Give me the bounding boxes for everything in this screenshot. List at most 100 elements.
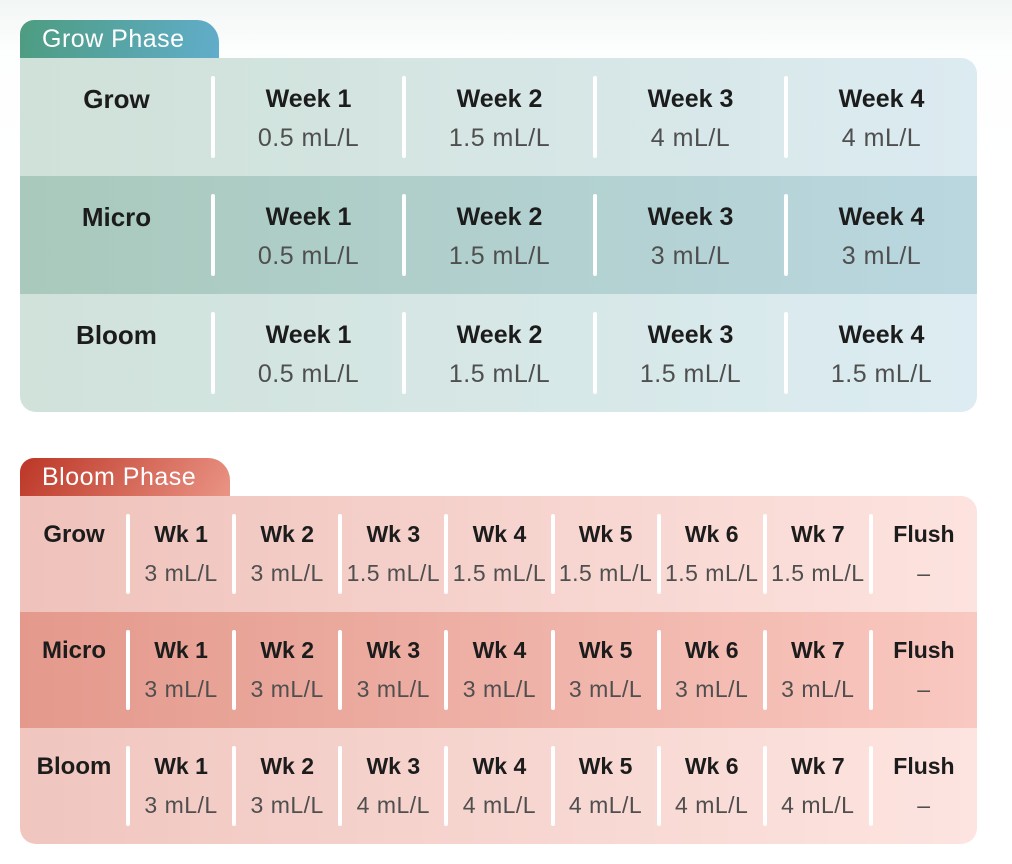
cell-dose-value: 3 mL/L	[841, 242, 922, 270]
row-label-cell: Grow	[20, 496, 128, 612]
table-cell: Wk 7 1.5 mL/L	[762, 496, 871, 612]
table-cell: Week 4 3 mL/L	[784, 176, 977, 294]
table-cell: Wk 7 4 mL/L	[762, 728, 871, 844]
table-cell: Week 1 0.5 mL/L	[211, 294, 404, 412]
cell-week-header: Wk 5	[578, 637, 633, 663]
cell-dose-value: 0.5 mL/L	[257, 242, 360, 270]
cell-dose-value: 1.5 mL/L	[830, 360, 933, 388]
cell-week-header: Wk 3	[366, 521, 421, 547]
cell-dose-value: 4 mL/L	[356, 792, 430, 818]
cell-week-header: Wk 4	[472, 753, 527, 779]
cell-dose-value: 3 mL/L	[250, 560, 324, 586]
cell-dose-value: 3 mL/L	[568, 676, 643, 702]
cell-dose-value: 1.5 mL/L	[771, 560, 865, 586]
table-cell: Wk 2 3 mL/L	[232, 496, 340, 612]
cell-dose-value: 3 mL/L	[675, 676, 749, 702]
table-cell: Wk 3 4 mL/L	[338, 728, 446, 844]
table-cell: Week 4 4 mL/L	[784, 58, 977, 176]
table-cell: Wk 2 3 mL/L	[232, 728, 340, 844]
cell-dose-value: 3 mL/L	[250, 676, 324, 702]
table-cell: Wk 1 3 mL/L	[125, 496, 234, 612]
row-label: Grow	[43, 521, 105, 548]
table-cell: Week 2 1.5 mL/L	[402, 294, 595, 412]
cell-week-header: Week 3	[647, 321, 734, 349]
cell-dose-value: 0.5 mL/L	[257, 124, 360, 152]
row-label-cell: Grow	[20, 58, 213, 176]
cell-week-header: Week 2	[456, 203, 543, 231]
table-cell: Wk 4 4 mL/L	[444, 728, 552, 844]
cell-dose-value: 4 mL/L	[781, 792, 855, 818]
grow-phase-tab: Grow Phase	[20, 20, 219, 58]
cell-week-header: Wk 6	[684, 637, 739, 663]
cell-week-header: Week 1	[265, 321, 352, 349]
table-cell: Wk 4 1.5 mL/L	[444, 496, 552, 612]
cell-week-header: Wk 7	[790, 521, 845, 547]
table-cell: Wk 6 1.5 mL/L	[656, 496, 765, 612]
cell-week-header: Week 2	[456, 321, 543, 349]
cell-week-header: Wk 7	[790, 753, 845, 779]
table-cell: Wk 6 4 mL/L	[656, 728, 765, 844]
cell-dose-value: 1.5 mL/L	[448, 242, 551, 270]
row-label-cell: Bloom	[20, 728, 128, 844]
grow-phase-section: Grow Phase Grow Week 1 0.5 mL/L Week 2 1.5 m…	[20, 20, 977, 412]
cell-week-header: Wk 5	[578, 521, 633, 547]
cell-week-header: Week 4	[838, 321, 925, 349]
table-cell: Wk 3 1.5 mL/L	[338, 496, 446, 612]
table-cell: Flush –	[868, 612, 977, 728]
cell-dose-value: 1.5 mL/L	[664, 560, 759, 586]
cell-week-header: Wk 3	[366, 637, 421, 663]
table-cell: Week 3 3 mL/L	[593, 176, 786, 294]
grow-phase-tab-label: Grow Phase	[42, 24, 185, 53]
cell-week-header: Week 3	[647, 203, 734, 231]
cell-dose-value: 4 mL/L	[675, 792, 749, 818]
cell-dose-value: 3 mL/L	[781, 676, 855, 702]
cell-dose-value: 3 mL/L	[144, 560, 218, 586]
cell-dose-value: 1.5 mL/L	[448, 360, 551, 388]
cell-dose-value: 3 mL/L	[650, 242, 731, 270]
cell-dose-value: –	[917, 560, 931, 586]
cell-dose-value: 4 mL/L	[841, 124, 922, 152]
cell-dose-value: 3 mL/L	[144, 676, 218, 702]
table-cell: Wk 5 1.5 mL/L	[550, 496, 659, 612]
table-cell: Wk 2 3 mL/L	[232, 612, 340, 728]
cell-dose-value: 3 mL/L	[356, 676, 430, 702]
table-cell: Week 1 0.5 mL/L	[211, 176, 404, 294]
table-cell: Week 2 1.5 mL/L	[402, 58, 595, 176]
cell-dose-value: 4 mL/L	[568, 792, 643, 818]
cell-dose-value: 3 mL/L	[250, 792, 324, 818]
cell-week-header: Wk 3	[366, 753, 421, 779]
bloom-phase-tab: Bloom Phase	[20, 458, 231, 496]
row-label-cell: Micro	[20, 612, 128, 728]
table-cell: Wk 7 3 mL/L	[762, 612, 871, 728]
table-cell: Flush –	[868, 496, 977, 612]
row-label: Micro	[81, 202, 152, 232]
cell-week-header: Week 2	[456, 85, 543, 113]
table-row: Micro Wk 1 3 mL/L Wk 2 3 mL/L Wk 3 3 mL/L Wk 4 3…	[20, 612, 977, 728]
cell-dose-value: 4 mL/L	[462, 792, 537, 818]
cell-dose-value: 4 mL/L	[650, 124, 731, 152]
table-cell: Week 1 0.5 mL/L	[211, 58, 404, 176]
cell-week-header: Wk 2	[260, 637, 315, 663]
cell-dose-value: 3 mL/L	[144, 792, 218, 818]
table-row: Bloom Wk 1 3 mL/L Wk 2 3 mL/L Wk 3 4 mL/L Wk 4 4…	[20, 728, 977, 844]
cell-dose-value: 3 mL/L	[462, 676, 537, 702]
cell-dose-value: 1.5 mL/L	[448, 124, 551, 152]
table-cell: Week 3 1.5 mL/L	[593, 294, 786, 412]
table-cell: Wk 5 4 mL/L	[550, 728, 659, 844]
table-cell: Week 3 4 mL/L	[593, 58, 786, 176]
cell-week-header: Wk 1	[154, 637, 208, 663]
cell-week-header: Week 1	[265, 85, 352, 113]
row-label-cell: Bloom	[20, 294, 213, 412]
table-cell: Flush –	[868, 728, 977, 844]
table-cell: Wk 1 3 mL/L	[125, 728, 234, 844]
cell-dose-value: –	[917, 792, 931, 818]
table-row: Grow Week 1 0.5 mL/L Week 2 1.5 mL/L Week 3 4 …	[20, 58, 977, 176]
table-cell: Wk 5 3 mL/L	[550, 612, 659, 728]
table-cell: Wk 3 3 mL/L	[338, 612, 446, 728]
table-cell: Week 2 1.5 mL/L	[402, 176, 595, 294]
cell-week-header: Flush	[893, 521, 955, 547]
table-row: Bloom Week 1 0.5 mL/L Week 2 1.5 mL/L Week 3 1…	[20, 294, 977, 412]
table-row: Micro Week 1 0.5 mL/L Week 2 1.5 mL/L Week 3 3…	[20, 176, 977, 294]
